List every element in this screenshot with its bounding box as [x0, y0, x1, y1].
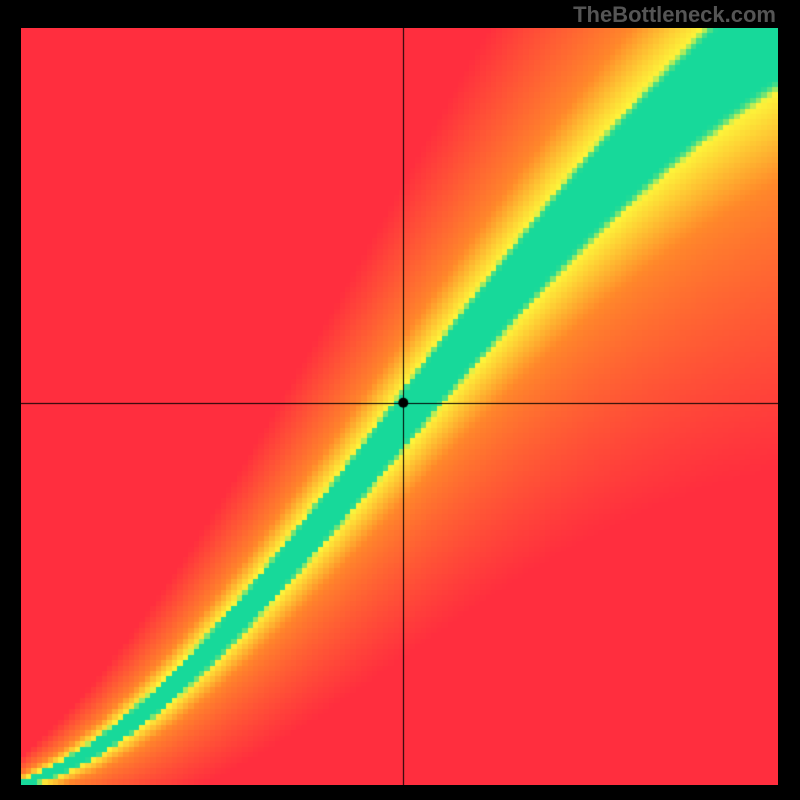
watermark-label: TheBottleneck.com: [573, 2, 776, 28]
root-container: TheBottleneck.com: [0, 0, 800, 800]
bottleneck-heatmap: [21, 28, 778, 785]
